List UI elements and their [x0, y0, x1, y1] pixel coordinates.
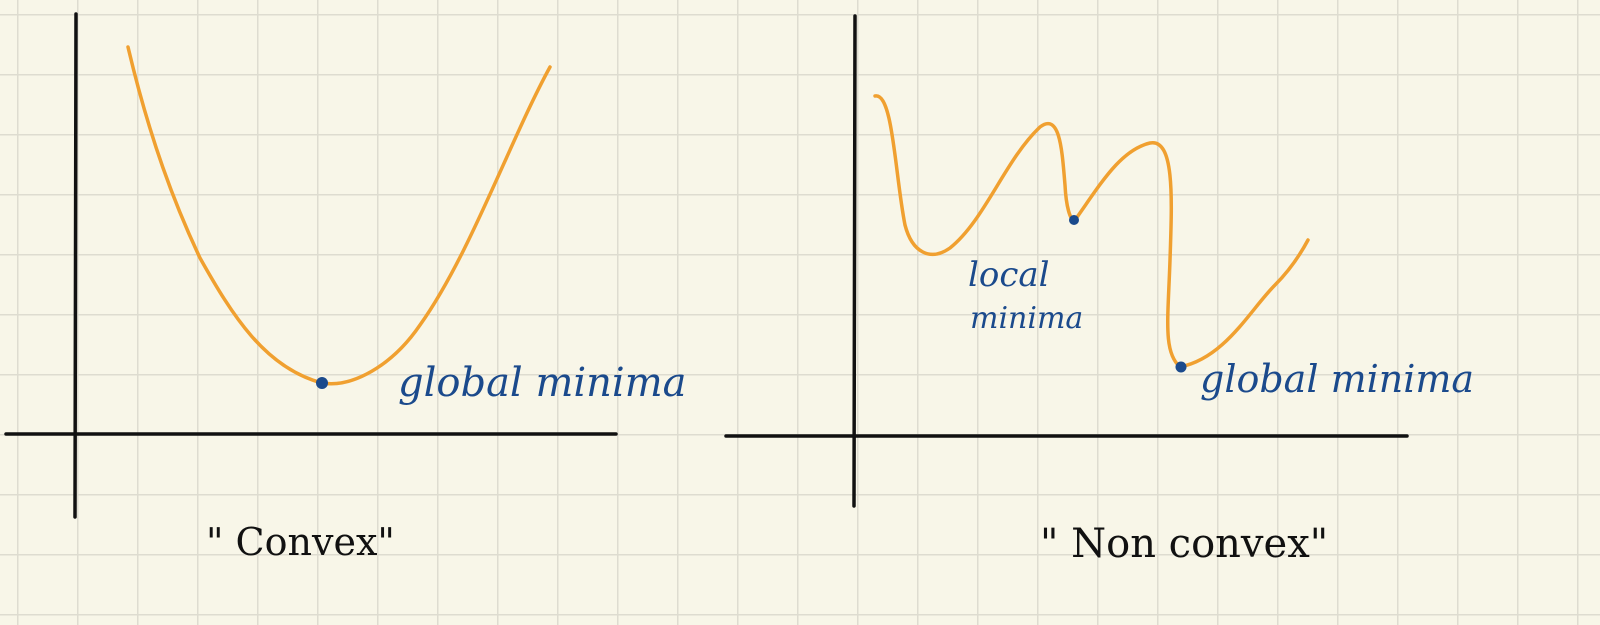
convex-caption: " Convex" [206, 520, 395, 564]
non-convex-diagram: local minima global minima " Non convex" [724, 14, 1474, 567]
non-convex-global-minima-label: global minima [1200, 357, 1474, 401]
non-convex-y-axis [852, 14, 857, 508]
convex-global-minima-label: global minima [398, 360, 687, 406]
convex-diagram: global minima " Convex" [4, 12, 687, 564]
convex-y-axis [73, 12, 78, 519]
local-minima-label: minima [970, 301, 1083, 336]
convex-curve [126, 45, 552, 386]
convex-global-minimum-point [316, 377, 328, 389]
local-label: local [968, 255, 1050, 295]
local-minimum-point [1069, 215, 1079, 225]
non-convex-caption: " Non convex" [1040, 521, 1328, 567]
non-convex-global-minimum-point [1175, 361, 1187, 373]
non-convex-curve [873, 94, 1310, 369]
